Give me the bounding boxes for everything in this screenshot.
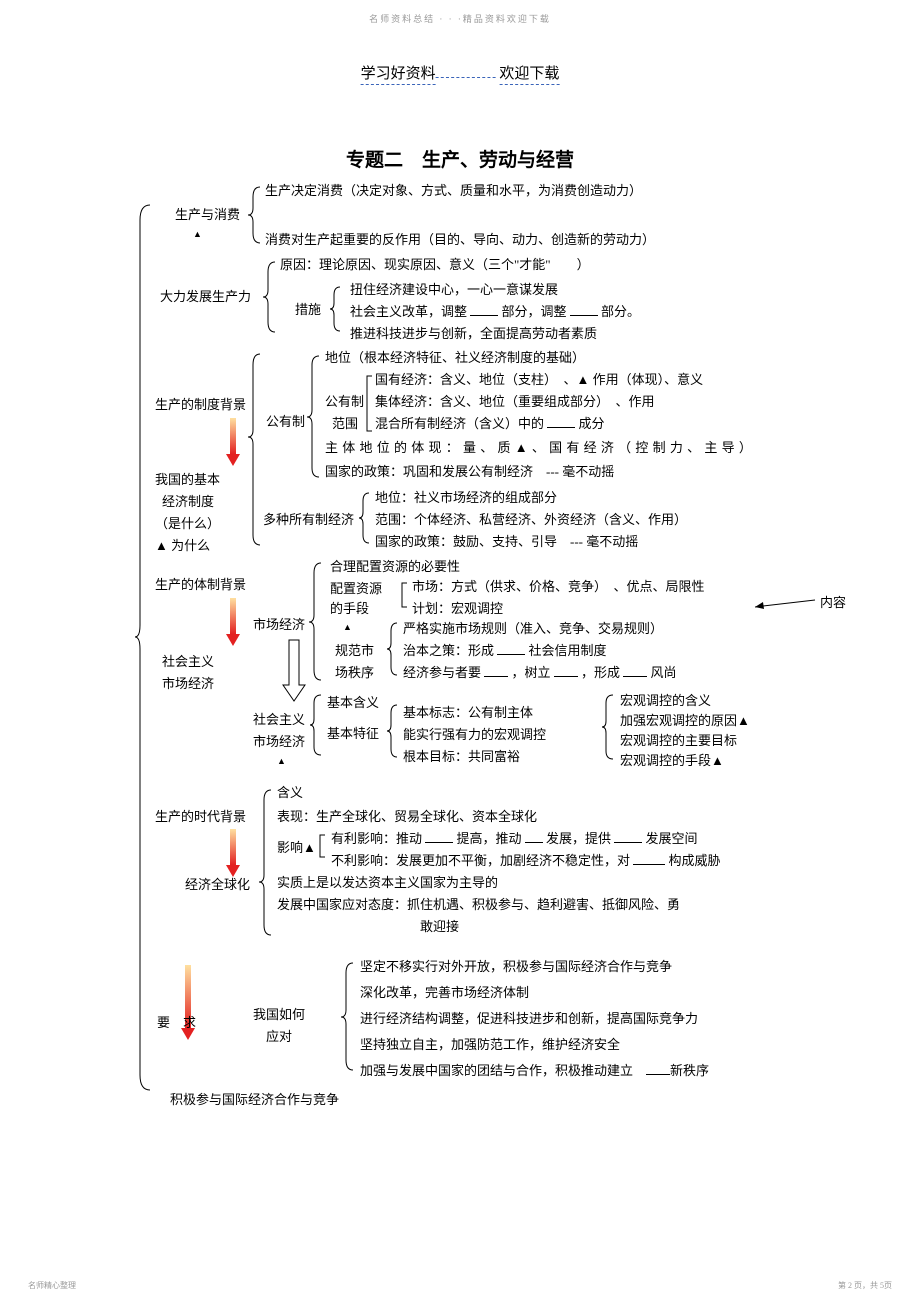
node-macro1: 宏观调控的含义 — [620, 691, 711, 711]
red-arrow-3 — [226, 829, 240, 877]
node-system-bg2: 生产的体制背景 — [155, 575, 246, 595]
node-n4-h5: 加强与发展中国家的团结与合作，积极推动建立 新秩序 — [360, 1061, 709, 1081]
node-n4-5b: 敢迎接 — [420, 917, 459, 937]
node-n4-5: 发展中国家应对态度：抓住机遇、积极参与、趋利避害、抵御风险、勇 — [277, 895, 680, 915]
node-requirements: 要 求 — [157, 1013, 196, 1033]
node-n4-4: 实质上是以发达资本主义国家为主导的 — [277, 873, 498, 893]
node-n3-2a: 配置资源 — [330, 579, 382, 599]
node-n4-h4: 坚持独立自主，加强防范工作，维护经济安全 — [360, 1035, 620, 1055]
node-range: 范围 — [332, 414, 358, 434]
node-n4-3-2: 不利影响：发展更加不平衡，加剧经济不稳定性，对 构成威胁 — [331, 851, 721, 871]
node-n1-1-1: 生产决定消费（决定对象、方式、质量和水平，为消费创造动力） — [265, 181, 642, 201]
node-n3-5-1: 基本标志：公有制主体 — [403, 703, 533, 723]
node-n2-3: 集体经济：含义、地位（重要组成部分） 、作用 — [375, 392, 655, 412]
node-n3-3a: 规范市 — [335, 641, 374, 661]
node-n2-m1: 地位：社义市场经济的组成部分 — [375, 488, 557, 508]
node-n3-5: 基本特征 — [327, 724, 379, 744]
node-n2-4: 混合所有制经济（含义）中的 成分 — [375, 414, 605, 434]
node-develop-productivity: 大力发展生产力 — [160, 287, 251, 307]
node-n2-6: 国家的政策：巩固和发展公有制经济 --- 毫不动摇 — [325, 462, 614, 482]
node-n2-1: 地位（根本经济特征、社义经济制度的基础） — [325, 348, 585, 368]
node-n3-5-3: 根本目标：共同富裕 — [403, 747, 520, 767]
node-n1-1-2: 消费对生产起重要的反作用（目的、导向、动力、创造新的劳动力） — [265, 230, 655, 250]
node-n4-1: 含义 — [277, 783, 303, 803]
node-sme-a: 社会主义 — [253, 710, 305, 730]
node-multi-own: 多种所有制经济 — [263, 510, 354, 530]
node-n4-h1: 坚定不移实行对外开放，积极参与国际经济合作与竞争 — [360, 957, 672, 977]
concept-diagram: 生产与消费 ▲ 生产决定消费（决定对象、方式、质量和水平，为消费创造动力） 消费… — [135, 175, 890, 1100]
node-n3-3-2: 治本之策：形成 社会信用制度 — [403, 641, 607, 661]
node-n1-2-2: 措施 — [295, 300, 321, 320]
node-n3-5-2: 能实行强有力的宏观调控 — [403, 725, 546, 745]
node-sme-b: 市场经济 — [253, 732, 305, 752]
watermark-top: 名师资料总结 · · ·精品资料欢迎下载 — [369, 12, 551, 25]
node-market-econ: 市场经济 — [253, 615, 305, 635]
node-macro2: 加强宏观调控的原因▲ — [620, 711, 750, 731]
subtitle-left: 学习好资料 — [361, 66, 436, 85]
node-n4-2: 表现：生产全球化、贸易全球化、资本全球化 — [277, 807, 537, 827]
subtitle: 学习好资料 欢迎下载 — [361, 62, 560, 83]
node-basic-econ-3: （是什么） — [155, 514, 220, 534]
node-basic-econ-1: 我国的基本 — [155, 470, 220, 490]
node-n2-2: 国有经济：含义、地位（支柱） 、▲ 作用（体现）、意义 — [375, 370, 703, 390]
document-page: 名师资料总结 · · ·精品资料欢迎下载 学习好资料 欢迎下载 专题二 生产、劳… — [0, 0, 920, 1303]
node-production-consumption: 生产与消费 — [175, 205, 240, 225]
node-how-2: 应对 — [266, 1027, 292, 1047]
node-n3-3b: 场秩序 — [335, 663, 374, 683]
node-macro3: 宏观调控的主要目标 — [620, 731, 737, 751]
red-arrow-1 — [226, 418, 240, 466]
node-intl-coop: 积极参与国际经济合作与竞争 — [170, 1090, 339, 1110]
node-sme-2: 市场经济 — [162, 674, 214, 694]
node-macro4: 宏观调控的手段▲ — [620, 751, 724, 771]
node-n4-h2: 深化改革，完善市场经济体制 — [360, 983, 529, 1003]
tri-1: ▲ — [193, 228, 202, 242]
tri-3: ▲ — [343, 621, 352, 635]
node-n3-2-2: 计划：宏观调控 — [412, 599, 503, 619]
node-basic-econ-4: ▲ 为什么 — [155, 536, 210, 556]
node-n2-m2: 范围：个体经济、私营经济、外资经济（含义、作用） — [375, 510, 687, 530]
node-n4-3: 影响▲ — [277, 838, 316, 858]
node-n3-3-1: 严格实施市场规则（准入、竞争、交易规则） — [403, 619, 663, 639]
node-n2-m3: 国家的政策：鼓励、支持、引导 --- 毫不动摇 — [375, 532, 638, 552]
node-n3-1: 合理配置资源的必要性 — [330, 557, 460, 577]
tri-sme: ▲ — [277, 755, 286, 769]
red-arrow-2 — [226, 598, 240, 646]
main-title: 专题二 生产、劳动与经营 — [346, 145, 574, 172]
node-public-own: 公有制 — [266, 412, 305, 432]
node-basic-econ-2: 经济制度 — [162, 492, 214, 512]
node-n3-3-3: 经济参与者要 ，树立 ，形成 风尚 — [403, 663, 677, 683]
node-n1-2-2-2: 社会主义改革，调整 部分，调整 部分。 — [350, 302, 640, 322]
node-n4-3-1: 有利影响：推动 提高，推动 发展，提供 发展空间 — [331, 829, 698, 849]
node-sme-1: 社会主义 — [162, 652, 214, 672]
node-n2-5: 主 体 地 位 的 体 现 ： 量 、 质 ▲ 、 国 有 经 济 （ 控 制 … — [325, 438, 752, 458]
node-n4-h3: 进行经济结构调整，促进科技进步和创新，提高国际竞争力 — [360, 1009, 698, 1029]
subtitle-right: 欢迎下载 — [499, 66, 559, 85]
node-n3-2b: 的手段 — [330, 599, 369, 619]
node-n1-2-2-1: 扭住经济建设中心，一心一意谋发展 — [350, 280, 558, 300]
node-n3-4: 基本含义 — [327, 693, 379, 713]
node-system-bg: 生产的制度背景 — [155, 395, 246, 415]
node-globalization: 经济全球化 — [185, 875, 250, 895]
node-public-own2: 公有制 — [325, 392, 364, 412]
node-how-1: 我国如何 — [253, 1005, 305, 1025]
footer-right: 第 2 页，共 5页 — [838, 1280, 892, 1291]
node-n1-2-2-3: 推进科技进步与创新，全面提高劳动者素质 — [350, 324, 597, 344]
node-content-label: 内容 — [820, 593, 846, 613]
node-n3-2-1: 市场：方式（供求、价格、竞争） 、优点、局限性 — [412, 577, 705, 597]
node-era-bg: 生产的时代背景 — [155, 807, 246, 827]
node-n1-2-1: 原因：理论原因、现实原因、意义（三个"才能" ） — [280, 255, 590, 275]
footer-left: 名师精心整理 — [28, 1280, 76, 1291]
